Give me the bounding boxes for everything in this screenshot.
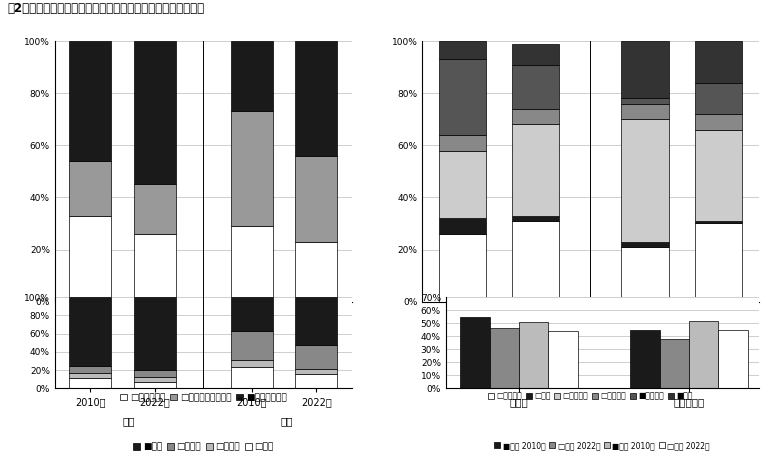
Legend: ■男性 2010年, □男性 2022年, ■女性 2010年, □女性 2022年: ■男性 2010年, □男性 2022年, ■女性 2010年, □女性 202… [491,438,713,453]
Bar [134,297,176,370]
Bar [134,370,176,377]
Bar [519,322,548,388]
Bar [660,339,689,388]
Bar [461,317,490,388]
Bar [719,329,748,388]
Bar [134,41,176,185]
Bar [231,226,273,302]
Bar [439,59,486,135]
Legend: ■正規, □非正規, □自営等, □無業: ■正規, □非正規, □自営等, □無業 [129,439,278,455]
Bar [70,366,111,373]
Bar [490,329,519,388]
Bar [296,369,337,374]
Bar [512,216,559,221]
Bar [694,114,742,130]
Text: 男性: 男性 [123,349,135,358]
Bar [694,41,742,83]
Bar [134,185,176,234]
Bar [439,41,486,59]
Text: 女性: 女性 [280,349,292,358]
Text: 男性: 男性 [500,349,512,358]
Bar [296,297,337,345]
Bar [622,247,669,302]
Bar [512,44,559,64]
Bar [231,360,273,367]
Bar [439,234,486,302]
Bar [134,234,176,302]
Bar [231,297,273,331]
Bar [231,41,273,112]
Bar [439,218,486,234]
Bar [231,367,273,388]
Bar [512,124,559,216]
Bar [70,161,111,216]
Bar [296,242,337,302]
Bar [439,150,486,218]
Bar [134,377,176,382]
Text: 図2　学歴・職種・雇用形態・配偶状態・子どもの有無の変化: 図2 学歴・職種・雇用形態・配偶状態・子どもの有無の変化 [8,2,205,15]
Bar [689,320,719,388]
Bar [622,41,669,98]
Bar [548,331,578,388]
Bar [296,156,337,242]
Bar [512,64,559,109]
Legend: □専門技術, □管理, □事務販売, □サービス, ■生産現場, ■無業: □専門技術, □管理, □事務販売, □サービス, ■生産現場, ■無業 [485,389,696,404]
Bar [622,242,669,247]
Bar [231,112,273,226]
Bar [70,297,111,366]
Bar [630,329,660,388]
Bar [622,98,669,104]
Bar [70,373,111,378]
Bar [622,104,669,119]
Bar [296,345,337,369]
Text: 女性: 女性 [678,349,691,358]
Bar [512,109,559,124]
Bar [70,216,111,302]
Bar [231,331,273,360]
Text: 男性: 男性 [123,416,135,426]
Bar [694,130,742,221]
Bar [694,221,742,223]
Bar [134,382,176,388]
Bar [439,135,486,150]
Text: 女性: 女性 [280,416,292,426]
Bar [622,119,669,242]
Bar [296,374,337,388]
Bar [296,41,337,156]
Bar [512,221,559,302]
Bar [70,378,111,388]
Bar [70,41,111,161]
Bar [694,223,742,302]
Legend: □中学・高校, □専門・短大・高専, ■大学・大学院: □中学・高校, □専門・短大・高専, ■大学・大学院 [117,389,290,406]
Bar [694,83,742,114]
